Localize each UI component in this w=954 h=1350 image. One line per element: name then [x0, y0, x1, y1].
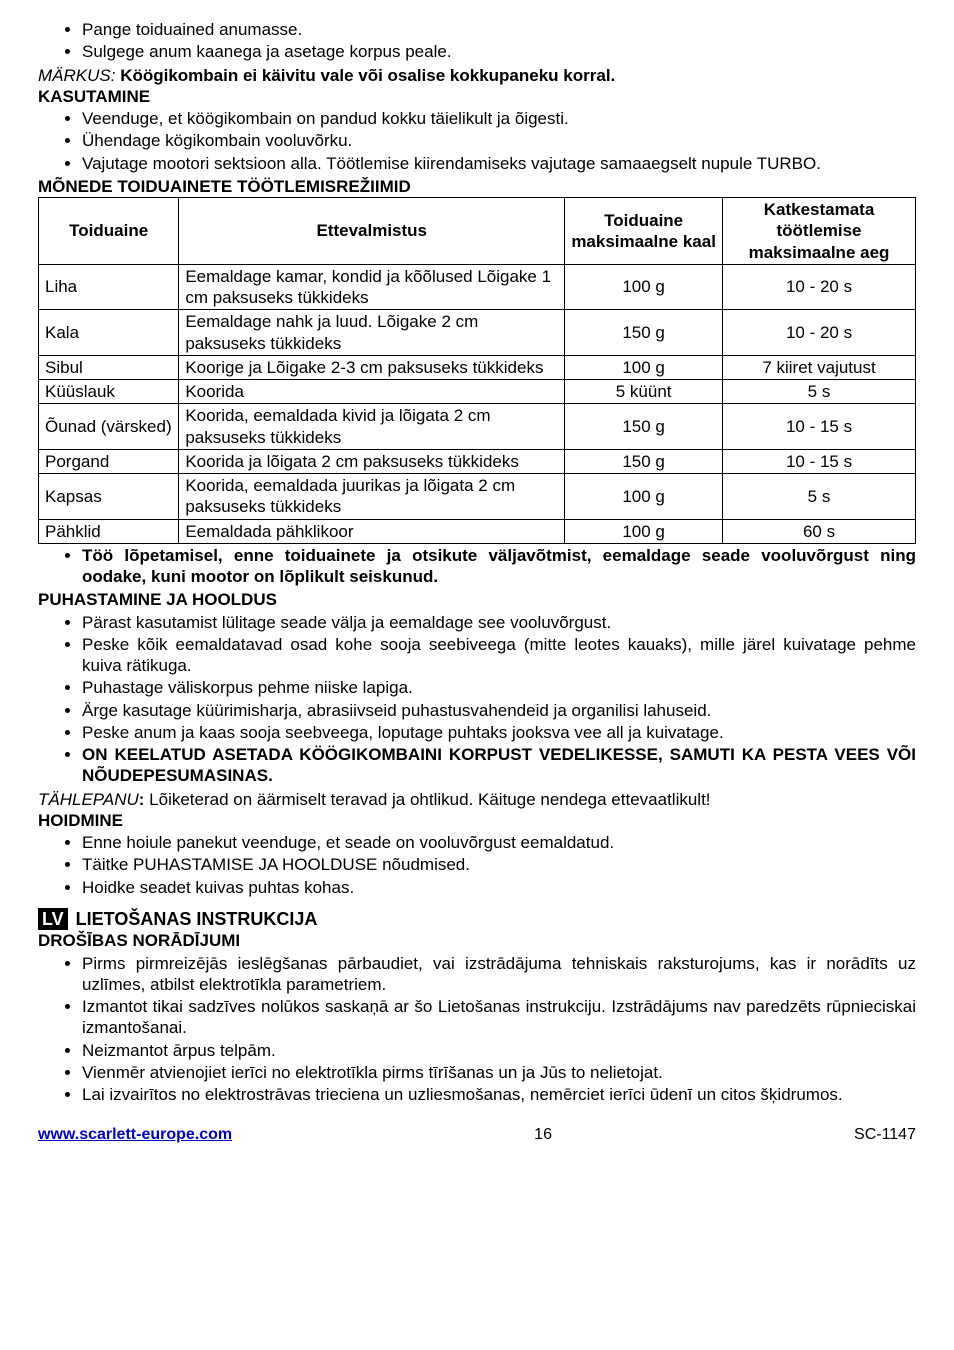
- kasutamine-heading: KASUTAMINE: [38, 86, 916, 107]
- table-heading: MÕNEDE TOIDUAINETE TÖÖTLEMISREŽIIMID: [38, 176, 916, 197]
- footer-link[interactable]: www.scarlett-europe.com: [38, 1125, 232, 1145]
- table-row: LihaEemaldage kamar, kondid ja kõõlused …: [39, 264, 916, 310]
- list-item: Puhastage väliskorpus pehme niiske lapig…: [82, 677, 916, 698]
- food-table: Toiduaine Ettevalmistus Toiduaine maksim…: [38, 197, 916, 544]
- table-cell: 5 küünt: [565, 380, 723, 404]
- list-item: Töö lõpetamisel, enne toiduainete ja ots…: [82, 545, 916, 588]
- markus-line: MÄRKUS: Köögikombain ei käivitu vale või…: [38, 65, 916, 86]
- tahlepanu-prefix: TÄHLEPANU: [38, 790, 139, 809]
- list-item: Hoidke seadet kuivas puhtas kohas.: [82, 877, 916, 898]
- drosibas-list: Pirms pirmreizējās ieslēgšanas pārbaudie…: [38, 953, 916, 1106]
- lv-section-header: LV LIETOŠANAS INSTRUKCIJA: [38, 908, 916, 931]
- table-cell: 100 g: [565, 474, 723, 520]
- table-cell: Küüslauk: [39, 380, 179, 404]
- after-table-list: Töö lõpetamisel, enne toiduainete ja ots…: [38, 545, 916, 588]
- tahlepanu-text: Lõiketerad on äärmiselt teravad ja ohtli…: [144, 790, 710, 809]
- table-cell: 100 g: [565, 355, 723, 379]
- table-row: PorgandKoorida ja lõigata 2 cm paksuseks…: [39, 449, 916, 473]
- table-cell: Kala: [39, 310, 179, 356]
- puhastamine-list: Pärast kasutamist lülitage seade välja j…: [38, 612, 916, 787]
- list-item: Izmantot tikai sadzīves nolūkos saskaņā …: [82, 996, 916, 1039]
- footer-page: 16: [534, 1125, 552, 1145]
- table-cell: Eemaldage kamar, kondid ja kõõlused Lõig…: [179, 264, 565, 310]
- list-item: Vienmēr atvienojiet ierīci no elektrotīk…: [82, 1062, 916, 1083]
- tahlepanu-line: TÄHLEPANU: Lõiketerad on äärmiselt terav…: [38, 789, 916, 810]
- table-cell: 5 s: [723, 474, 916, 520]
- list-item: Vajutage mootori sektsioon alla. Töötlem…: [82, 153, 916, 174]
- table-row: KüüslaukKoorida5 küünt5 s: [39, 380, 916, 404]
- list-item: Pange toiduained anumasse.: [82, 19, 916, 40]
- table-cell: Liha: [39, 264, 179, 310]
- list-item: Ühendage kögikombain vooluvõrku.: [82, 130, 916, 151]
- table-cell: Eemaldage nahk ja luud. Lõigake 2 cm pak…: [179, 310, 565, 356]
- table-cell: Koorida ja lõigata 2 cm paksuseks tükkid…: [179, 449, 565, 473]
- table-row: KalaEemaldage nahk ja luud. Lõigake 2 cm…: [39, 310, 916, 356]
- list-item: Veenduge, et köögikombain on pandud kokk…: [82, 108, 916, 129]
- table-cell: Eemaldada pähklikoor: [179, 519, 565, 543]
- th-aeg: Katkestamata töötlemise maksimaalne aeg: [723, 198, 916, 265]
- list-item: Neizmantot ārpus telpām.: [82, 1040, 916, 1061]
- list-item: Peske kõik eemaldatavad osad kohe sooja …: [82, 634, 916, 677]
- list-item: Lai izvairītos no elektrostrāvas triecie…: [82, 1084, 916, 1105]
- table-cell: Kapsas: [39, 474, 179, 520]
- th-kaal: Toiduaine maksimaalne kaal: [565, 198, 723, 265]
- hoidmine-list: Enne hoiule panekut veenduge, et seade o…: [38, 832, 916, 898]
- table-cell: 5 s: [723, 380, 916, 404]
- table-cell: 100 g: [565, 264, 723, 310]
- table-cell: 10 - 20 s: [723, 310, 916, 356]
- table-cell: Pähklid: [39, 519, 179, 543]
- lv-title: LIETOŠANAS INSTRUKCIJA: [76, 909, 318, 929]
- list-item: Pärast kasutamist lülitage seade välja j…: [82, 612, 916, 633]
- hoidmine-heading: HOIDMINE: [38, 810, 916, 831]
- table-cell: 150 g: [565, 404, 723, 450]
- markus-prefix: MÄRKUS:: [38, 66, 115, 85]
- table-row: PähklidEemaldada pähklikoor100 g60 s: [39, 519, 916, 543]
- drosibas-heading: DROŠĪBAS NORĀDĪJUMI: [38, 930, 916, 951]
- list-item: Sulgege anum kaanega ja asetage korpus p…: [82, 41, 916, 62]
- list-item: Peske anum ja kaas sooja seebveega, lopu…: [82, 722, 916, 743]
- table-cell: 150 g: [565, 310, 723, 356]
- table-cell: Õunad (värsked): [39, 404, 179, 450]
- th-ettevalmistus: Ettevalmistus: [179, 198, 565, 265]
- table-cell: Koorida: [179, 380, 565, 404]
- footer-code: SC-1147: [854, 1125, 916, 1145]
- table-cell: 10 - 20 s: [723, 264, 916, 310]
- list-item: Pirms pirmreizējās ieslēgšanas pārbaudie…: [82, 953, 916, 996]
- table-row: SibulKoorige ja Lõigake 2-3 cm paksuseks…: [39, 355, 916, 379]
- table-cell: 100 g: [565, 519, 723, 543]
- table-cell: Koorige ja Lõigake 2-3 cm paksuseks tükk…: [179, 355, 565, 379]
- table-cell: 150 g: [565, 449, 723, 473]
- list-item: Enne hoiule panekut veenduge, et seade o…: [82, 832, 916, 853]
- table-row: KapsasKoorida, eemaldada juurikas ja lõi…: [39, 474, 916, 520]
- table-cell: 10 - 15 s: [723, 404, 916, 450]
- table-cell: Koorida, eemaldada kivid ja lõigata 2 cm…: [179, 404, 565, 450]
- th-toiduaine: Toiduaine: [39, 198, 179, 265]
- list-item: Täitke PUHASTAMISE JA HOOLDUSE nõudmised…: [82, 854, 916, 875]
- table-cell: Sibul: [39, 355, 179, 379]
- table-cell: 60 s: [723, 519, 916, 543]
- table-cell: 10 - 15 s: [723, 449, 916, 473]
- table-cell: Koorida, eemaldada juurikas ja lõigata 2…: [179, 474, 565, 520]
- markus-text: Köögikombain ei käivitu vale või osalise…: [115, 66, 615, 85]
- lv-badge: LV: [38, 908, 68, 931]
- table-header-row: Toiduaine Ettevalmistus Toiduaine maksim…: [39, 198, 916, 265]
- puhastamine-heading: PUHASTAMINE JA HOOLDUS: [38, 589, 916, 610]
- table-cell: 7 kiiret vajutust: [723, 355, 916, 379]
- list-item: Ärge kasutage küürimisharja, abrasiivsei…: [82, 700, 916, 721]
- table-row: Õunad (värsked)Koorida, eemaldada kivid …: [39, 404, 916, 450]
- kasutamine-list: Veenduge, et köögikombain on pandud kokk…: [38, 108, 916, 174]
- table-cell: Porgand: [39, 449, 179, 473]
- list-item: ON KEELATUD ASETADA KÖÖGIKOMBAINI KORPUS…: [82, 744, 916, 787]
- top-bullet-list: Pange toiduained anumasse. Sulgege anum …: [38, 19, 916, 63]
- footer: www.scarlett-europe.com 16 SC-1147: [38, 1125, 916, 1145]
